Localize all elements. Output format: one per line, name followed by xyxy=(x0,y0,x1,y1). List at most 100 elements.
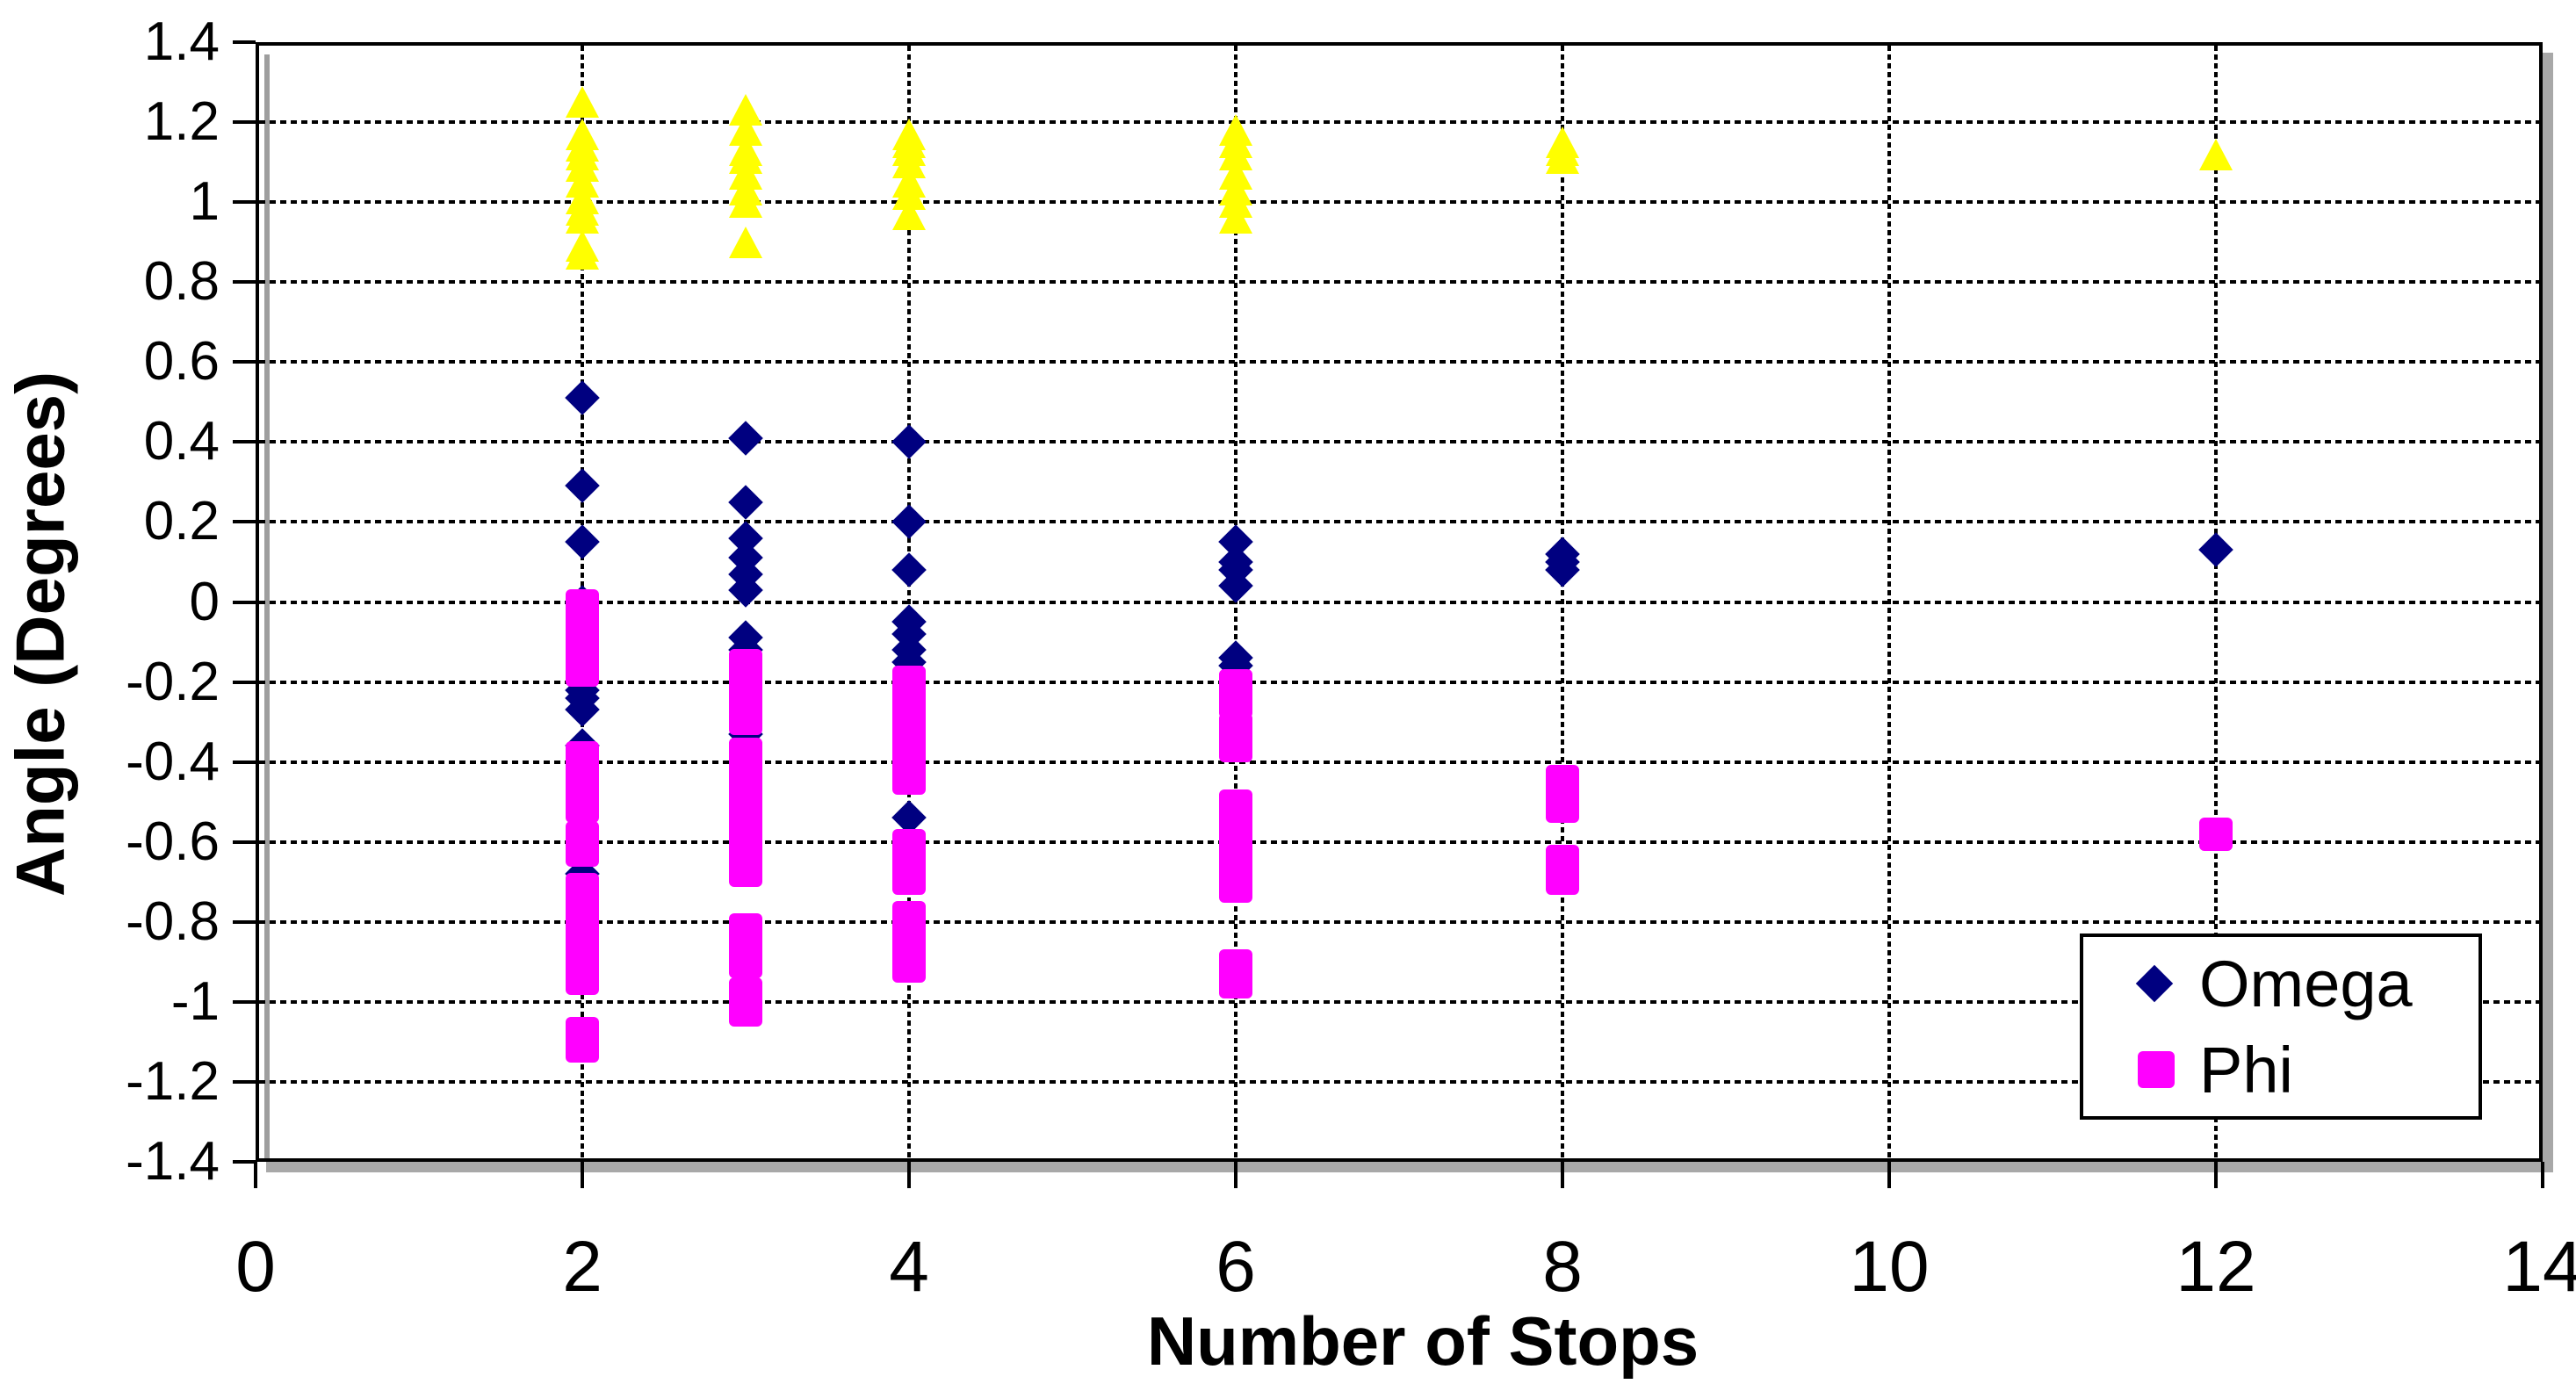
omega-diamond-icon xyxy=(2135,964,2174,1003)
h-gridline xyxy=(259,200,2539,205)
data-point-omega xyxy=(891,552,927,587)
x-tick xyxy=(581,1162,584,1188)
data-point-omega xyxy=(891,504,927,540)
y-tick xyxy=(233,520,256,524)
y-tick xyxy=(233,280,256,285)
data-point-omega xyxy=(565,468,600,504)
h-gridline xyxy=(259,919,2539,924)
v-gridline xyxy=(1887,46,1891,1158)
x-tick xyxy=(1561,1162,1564,1188)
y-tick xyxy=(233,360,256,364)
data-point-phi xyxy=(1219,869,1252,903)
data-point-phi xyxy=(566,1028,599,1063)
legend-item-omega: Omega xyxy=(2135,941,2479,1027)
data-point-phi xyxy=(2199,817,2233,851)
data-point-phi xyxy=(892,760,926,795)
y-tick xyxy=(233,40,256,44)
data-point-phi xyxy=(1219,729,1252,763)
data-point-omega xyxy=(565,380,600,416)
x-tick-label: 8 xyxy=(1542,1227,1583,1307)
y-tick xyxy=(233,919,256,924)
data-point-phi xyxy=(1546,861,1579,895)
data-point-phi xyxy=(1546,789,1579,823)
data-point-phi xyxy=(566,789,599,823)
h-gridline xyxy=(259,360,2539,364)
legend-label-phi: Phi xyxy=(2199,1033,2293,1106)
y-axis-shadow xyxy=(264,54,270,1158)
h-gridline xyxy=(259,600,2539,604)
x-tick-label: 10 xyxy=(1849,1227,1930,1307)
legend-label-omega: Omega xyxy=(2199,947,2413,1020)
h-gridline xyxy=(259,280,2539,285)
x-tick xyxy=(1234,1162,1237,1188)
x-tick xyxy=(2214,1162,2218,1188)
y-tick xyxy=(233,760,256,764)
x-axis-title: Number of Stops xyxy=(1146,1302,1699,1380)
y-tick-label: 0.2 xyxy=(143,491,220,552)
h-gridline xyxy=(259,760,2539,764)
h-gridline xyxy=(259,520,2539,524)
plot-area xyxy=(256,42,2543,1162)
data-point-phi xyxy=(566,652,599,687)
y-tick-label: -0.8 xyxy=(126,890,220,952)
y-tick-label: -1.2 xyxy=(126,1050,220,1112)
data-point-omega xyxy=(2198,532,2233,568)
x-tick-label: 2 xyxy=(562,1227,603,1307)
v-gridline xyxy=(2214,46,2218,1158)
y-tick xyxy=(233,440,256,444)
y-tick xyxy=(233,999,256,1004)
data-point-phi xyxy=(729,945,762,979)
x-tick-label: 4 xyxy=(889,1227,929,1307)
y-tick-label: -0.2 xyxy=(126,651,220,712)
data-point-triangle-series xyxy=(1546,142,1579,175)
y-tick-label: 0.6 xyxy=(143,331,220,393)
y-tick xyxy=(233,200,256,205)
v-gridline xyxy=(1561,46,1564,1158)
x-tick xyxy=(907,1162,911,1188)
h-gridline xyxy=(259,1079,2539,1084)
v-gridline xyxy=(907,46,911,1158)
data-point-phi xyxy=(729,701,762,735)
y-tick xyxy=(233,600,256,604)
legend: Omega Phi xyxy=(2080,933,2482,1120)
data-point-phi xyxy=(1219,965,1252,999)
data-point-phi xyxy=(729,992,762,1027)
legend-item-phi: Phi xyxy=(2138,1027,2479,1113)
data-point-phi xyxy=(892,861,926,895)
data-point-omega xyxy=(728,420,763,456)
y-tick xyxy=(233,120,256,125)
data-point-triangle-series xyxy=(729,226,762,258)
x-tick xyxy=(1887,1162,1891,1188)
h-gridline xyxy=(259,120,2539,125)
phi-square-icon xyxy=(2138,1051,2175,1088)
data-point-phi xyxy=(892,948,926,983)
x-tick xyxy=(254,1162,257,1188)
x-tick-label: 12 xyxy=(2176,1227,2256,1307)
y-tick-label: 1 xyxy=(189,171,220,233)
data-point-triangle-series xyxy=(729,186,762,219)
y-tick xyxy=(233,1160,256,1164)
y-tick-label: 1.2 xyxy=(143,91,220,153)
h-gridline xyxy=(259,680,2539,684)
h-gridline xyxy=(259,440,2539,444)
data-point-triangle-series xyxy=(892,198,926,230)
data-point-triangle-series xyxy=(566,86,599,119)
x-tick-label: 6 xyxy=(1216,1227,1256,1307)
data-point-phi xyxy=(566,833,599,867)
data-point-omega xyxy=(565,524,600,559)
y-tick-label: 0 xyxy=(189,571,220,632)
data-point-omega xyxy=(891,424,927,460)
y-tick-label: -0.6 xyxy=(126,811,220,872)
y-tick-label: -1 xyxy=(170,970,220,1032)
data-point-phi xyxy=(1219,685,1252,719)
y-tick xyxy=(233,680,256,684)
x-tick-label: 0 xyxy=(235,1227,276,1307)
y-tick xyxy=(233,840,256,844)
data-point-triangle-series xyxy=(2199,138,2233,170)
h-gridline xyxy=(259,840,2539,844)
y-tick-label: -1.4 xyxy=(126,1131,220,1192)
y-tick-label: -0.4 xyxy=(126,731,220,792)
data-point-triangle-series xyxy=(566,202,599,234)
y-tick-label: 1.4 xyxy=(143,11,220,72)
data-point-triangle-series xyxy=(566,238,599,270)
